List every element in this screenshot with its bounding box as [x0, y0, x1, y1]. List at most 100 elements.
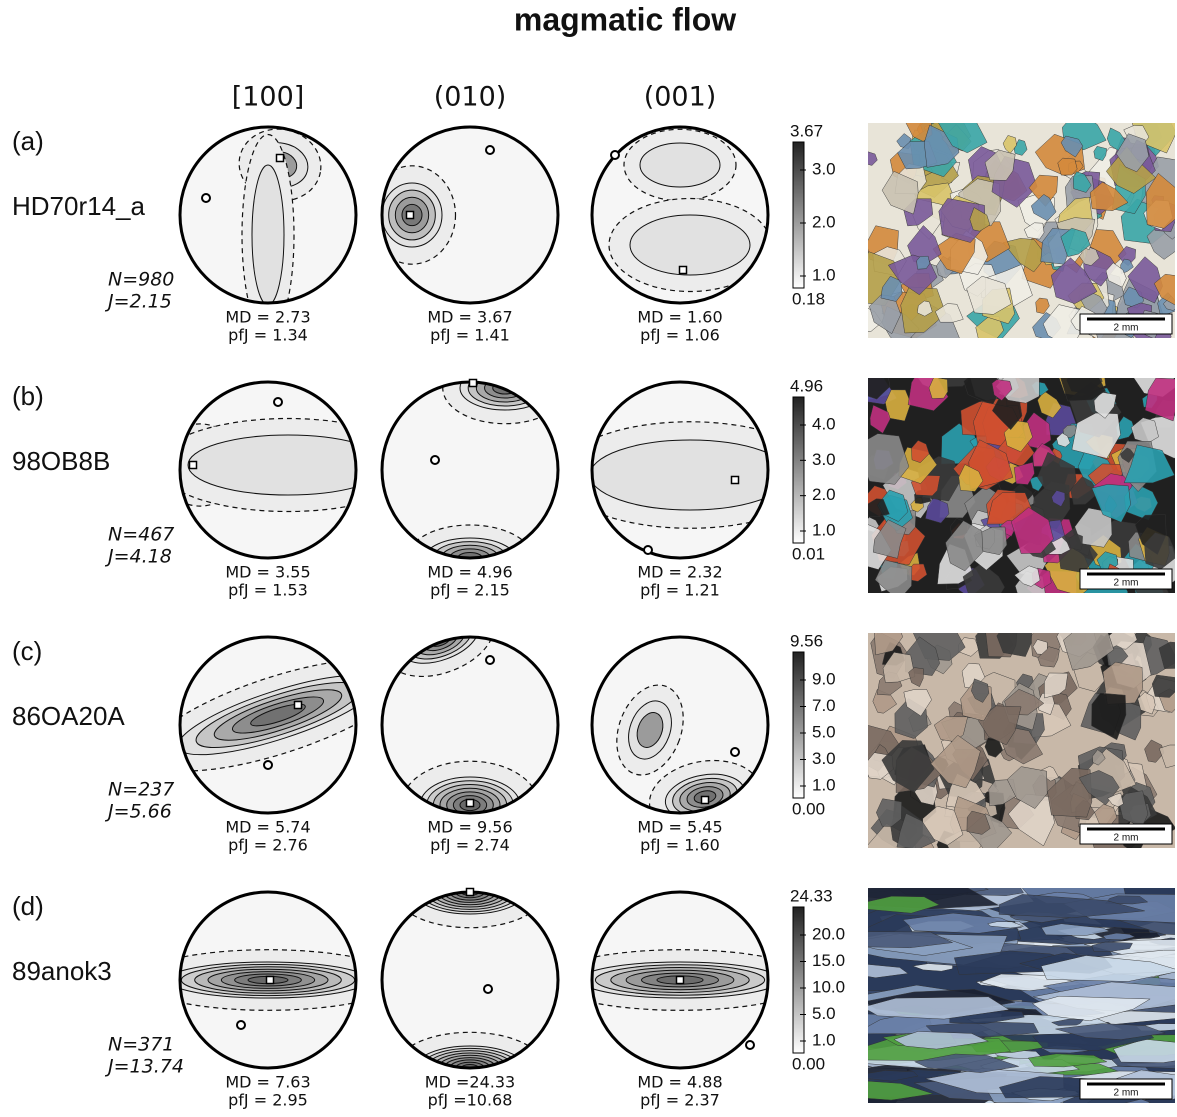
- min-marker: [643, 545, 653, 555]
- max-marker: [188, 460, 198, 470]
- grain: [882, 652, 916, 683]
- grain: [1060, 227, 1091, 257]
- pfj-value: pfJ =10.68: [428, 1091, 513, 1110]
- grain: [1014, 565, 1041, 587]
- grain: [1062, 424, 1079, 438]
- grain: [911, 440, 930, 463]
- grain: [1113, 1038, 1175, 1063]
- grain: [1107, 792, 1124, 808]
- grain: [1158, 744, 1175, 769]
- colorbar-tick-label: 10.0: [812, 977, 845, 996]
- contour: [250, 703, 306, 727]
- pfj-value: pfJ = 1.34: [228, 326, 308, 345]
- grain: [1105, 895, 1149, 905]
- grain: [928, 378, 948, 399]
- grain: [868, 964, 909, 979]
- colorbar: [792, 396, 805, 544]
- contours: [238, 128, 322, 303]
- colorbar-max: 3.67: [790, 121, 823, 140]
- column-header: (010): [434, 82, 507, 113]
- pole-bg: [382, 637, 558, 813]
- grain: [893, 1031, 990, 1050]
- scale-label: 2 mm: [1114, 323, 1139, 334]
- grain: [1010, 506, 1054, 554]
- grain: [874, 633, 903, 656]
- grain: [1050, 1019, 1085, 1026]
- grain: [1153, 273, 1175, 306]
- sample-name: 86OA20A: [12, 701, 125, 731]
- colorbar-min: 0.00: [792, 799, 825, 818]
- grain: [868, 1070, 919, 1082]
- grain: [1037, 451, 1077, 495]
- grain: [905, 636, 940, 676]
- pole-outline: [590, 890, 770, 1070]
- grain: [1120, 447, 1135, 463]
- grain: [984, 149, 1016, 181]
- md-value: MD = 5.45: [637, 818, 722, 837]
- colorbar-tick-label: 1.0: [812, 265, 836, 284]
- grain: [868, 378, 891, 400]
- md-value: MD = 4.88: [637, 1073, 722, 1092]
- grain: [868, 433, 910, 485]
- grain: [1091, 692, 1127, 741]
- max-marker: [700, 795, 710, 805]
- colorbar-tick-label: 20.0: [812, 924, 845, 943]
- colorbar-tick-label: 2.0: [812, 212, 836, 231]
- min-marker: [610, 150, 620, 160]
- pole-outline: [380, 635, 560, 815]
- row-label: (c): [12, 636, 42, 666]
- pole-bg: [382, 382, 558, 558]
- grain: [1115, 133, 1150, 173]
- grain: [996, 633, 1032, 657]
- contour: [251, 164, 285, 303]
- grain: [1091, 484, 1131, 523]
- grain: [991, 379, 1013, 401]
- grain: [874, 559, 913, 593]
- grain: [868, 996, 1010, 1020]
- grain: [1092, 749, 1106, 766]
- j-index: J=5.66: [104, 801, 172, 823]
- grain: [1093, 146, 1107, 162]
- grain: [971, 678, 990, 703]
- j-index: J=2.15: [104, 291, 172, 313]
- grain: [1013, 139, 1028, 156]
- grain: [1093, 391, 1117, 419]
- j-index: J=13.74: [104, 1056, 184, 1078]
- colorbar-tick-label: 7.0: [812, 696, 836, 715]
- grain: [969, 207, 991, 232]
- grain: [1123, 444, 1175, 484]
- colorbar-min: 0.01: [792, 544, 825, 563]
- micrograph: [868, 888, 1175, 1103]
- min-marker: [263, 760, 273, 770]
- grain: [1050, 257, 1098, 304]
- min-marker: [236, 1020, 246, 1030]
- grain: [1120, 258, 1134, 275]
- md-value: MD = 1.60: [637, 308, 722, 327]
- pole-outline: [178, 380, 358, 560]
- grain: [1060, 378, 1106, 402]
- min-marker: [430, 455, 440, 465]
- grain: [966, 810, 991, 835]
- row-label: (b): [12, 381, 44, 411]
- grain: [1144, 739, 1165, 763]
- grain: [962, 562, 1005, 593]
- max-marker: [293, 700, 303, 710]
- md-value: MD = 9.56: [427, 818, 512, 837]
- colorbar-tick-label: 15.0: [812, 951, 845, 970]
- grain: [1137, 691, 1156, 715]
- grain: [1031, 995, 1151, 1022]
- grain: [917, 300, 933, 317]
- grain: [1040, 955, 1175, 982]
- colorbar-tick-label: 4.0: [812, 414, 836, 433]
- dashed-contour: [407, 524, 533, 558]
- micrograph: [868, 633, 1175, 848]
- grain: [1102, 661, 1144, 705]
- colorbar-tick-label: 9.0: [812, 669, 836, 688]
- pfj-value: pfJ = 1.21: [640, 581, 720, 600]
- contour: [457, 552, 483, 558]
- scale-label: 2 mm: [1114, 833, 1139, 844]
- pfj-value: pfJ = 1.41: [430, 326, 510, 345]
- max-marker: [730, 475, 740, 485]
- sample-name: HD70r14_a: [12, 191, 146, 221]
